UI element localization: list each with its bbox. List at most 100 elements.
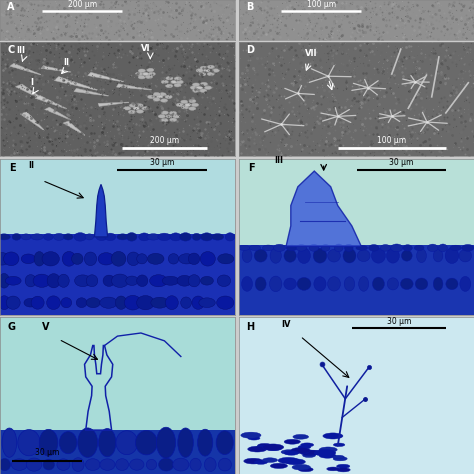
Ellipse shape bbox=[337, 468, 350, 472]
Ellipse shape bbox=[284, 278, 296, 290]
Ellipse shape bbox=[333, 455, 344, 459]
Ellipse shape bbox=[238, 246, 250, 250]
Ellipse shape bbox=[218, 254, 234, 264]
Ellipse shape bbox=[343, 248, 356, 263]
Ellipse shape bbox=[173, 115, 180, 118]
Ellipse shape bbox=[205, 86, 211, 90]
Ellipse shape bbox=[161, 111, 168, 114]
Ellipse shape bbox=[192, 296, 204, 310]
Ellipse shape bbox=[117, 234, 128, 240]
Text: B: B bbox=[246, 2, 254, 12]
Ellipse shape bbox=[130, 459, 144, 470]
Ellipse shape bbox=[136, 430, 157, 455]
Ellipse shape bbox=[198, 429, 213, 456]
Ellipse shape bbox=[58, 274, 69, 287]
Ellipse shape bbox=[116, 431, 138, 455]
Ellipse shape bbox=[124, 295, 141, 310]
Ellipse shape bbox=[301, 443, 314, 447]
Ellipse shape bbox=[256, 446, 266, 448]
Text: VII: VII bbox=[305, 49, 318, 58]
Ellipse shape bbox=[460, 276, 471, 292]
Ellipse shape bbox=[321, 245, 330, 251]
Ellipse shape bbox=[197, 86, 202, 89]
Ellipse shape bbox=[158, 115, 165, 118]
Ellipse shape bbox=[333, 443, 345, 447]
Ellipse shape bbox=[190, 86, 197, 90]
Ellipse shape bbox=[176, 80, 183, 84]
Polygon shape bbox=[98, 102, 129, 106]
Ellipse shape bbox=[200, 89, 207, 92]
Ellipse shape bbox=[248, 437, 260, 440]
Ellipse shape bbox=[415, 278, 428, 290]
Ellipse shape bbox=[159, 92, 166, 96]
Ellipse shape bbox=[255, 277, 266, 291]
Ellipse shape bbox=[127, 252, 140, 265]
Ellipse shape bbox=[158, 233, 171, 241]
Ellipse shape bbox=[296, 245, 307, 251]
Ellipse shape bbox=[192, 233, 201, 240]
Ellipse shape bbox=[334, 244, 343, 252]
Ellipse shape bbox=[42, 252, 59, 266]
Ellipse shape bbox=[21, 234, 31, 240]
Ellipse shape bbox=[179, 254, 194, 264]
Text: 30 μm: 30 μm bbox=[35, 448, 59, 457]
Ellipse shape bbox=[0, 234, 10, 240]
Ellipse shape bbox=[286, 245, 297, 251]
Ellipse shape bbox=[165, 84, 173, 88]
Ellipse shape bbox=[161, 99, 167, 102]
Text: 30 μm: 30 μm bbox=[387, 317, 411, 326]
Ellipse shape bbox=[281, 450, 296, 455]
Ellipse shape bbox=[182, 106, 189, 109]
Ellipse shape bbox=[333, 456, 347, 461]
Ellipse shape bbox=[174, 77, 182, 80]
Ellipse shape bbox=[323, 433, 343, 439]
Text: 100 μm: 100 μm bbox=[377, 136, 406, 145]
Ellipse shape bbox=[181, 297, 191, 309]
Ellipse shape bbox=[188, 274, 200, 287]
Ellipse shape bbox=[217, 275, 231, 287]
Ellipse shape bbox=[150, 275, 167, 287]
Ellipse shape bbox=[345, 244, 353, 251]
Ellipse shape bbox=[445, 248, 459, 264]
Ellipse shape bbox=[204, 69, 210, 72]
Ellipse shape bbox=[248, 446, 267, 452]
Ellipse shape bbox=[111, 251, 126, 266]
Ellipse shape bbox=[137, 296, 155, 310]
Ellipse shape bbox=[241, 432, 261, 438]
Ellipse shape bbox=[0, 458, 10, 471]
Ellipse shape bbox=[128, 110, 136, 114]
Ellipse shape bbox=[147, 234, 160, 240]
Text: H: H bbox=[246, 322, 254, 332]
Ellipse shape bbox=[146, 459, 157, 470]
Ellipse shape bbox=[291, 447, 310, 454]
Text: IV: IV bbox=[282, 320, 291, 329]
Text: 100 μm: 100 μm bbox=[307, 0, 336, 9]
Ellipse shape bbox=[31, 296, 44, 309]
Ellipse shape bbox=[153, 98, 160, 101]
Ellipse shape bbox=[61, 298, 72, 308]
Ellipse shape bbox=[159, 458, 174, 471]
Ellipse shape bbox=[337, 464, 350, 468]
Ellipse shape bbox=[433, 277, 443, 291]
Ellipse shape bbox=[433, 249, 443, 262]
Ellipse shape bbox=[217, 296, 234, 310]
Bar bbox=[239, 245, 474, 315]
Ellipse shape bbox=[192, 89, 200, 92]
Text: A: A bbox=[7, 2, 15, 12]
Ellipse shape bbox=[219, 458, 231, 471]
Ellipse shape bbox=[357, 250, 370, 262]
Ellipse shape bbox=[33, 274, 50, 287]
Text: 30 μm: 30 μm bbox=[150, 158, 174, 167]
Ellipse shape bbox=[103, 275, 115, 286]
Ellipse shape bbox=[124, 107, 131, 110]
Polygon shape bbox=[20, 112, 44, 130]
Ellipse shape bbox=[387, 278, 399, 290]
Ellipse shape bbox=[265, 446, 282, 451]
Ellipse shape bbox=[302, 454, 316, 457]
Ellipse shape bbox=[391, 244, 403, 252]
Text: 200 μm: 200 μm bbox=[150, 136, 179, 145]
Ellipse shape bbox=[270, 463, 288, 468]
Ellipse shape bbox=[242, 276, 253, 292]
Ellipse shape bbox=[185, 103, 191, 106]
Ellipse shape bbox=[74, 275, 91, 287]
